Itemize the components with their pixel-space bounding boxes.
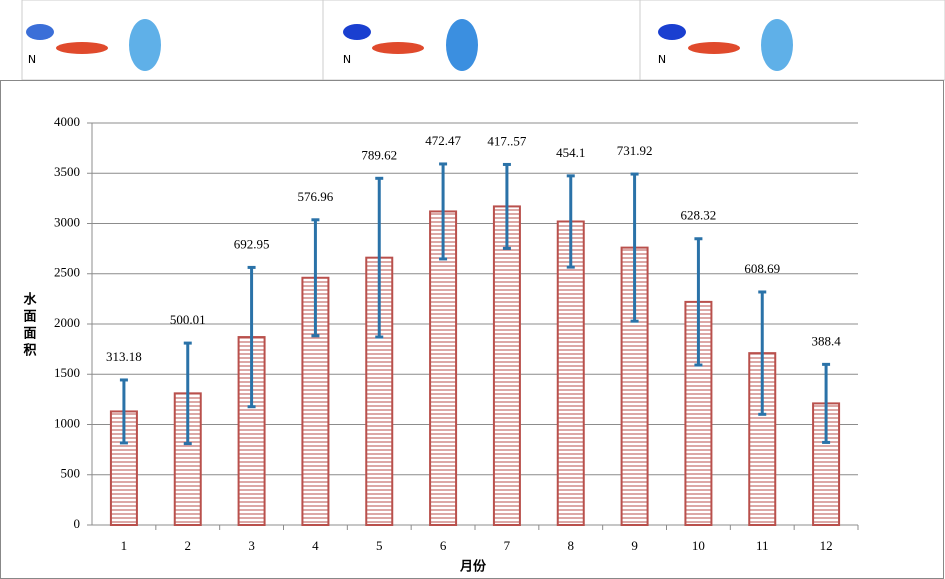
north-label: N bbox=[343, 53, 351, 66]
chart-panel bbox=[1, 81, 944, 579]
error-label: 576.96 bbox=[298, 189, 334, 204]
y-tick-label: 4000 bbox=[54, 114, 80, 129]
error-label: 500.01 bbox=[170, 312, 206, 327]
y-tick-label: 500 bbox=[61, 466, 81, 481]
y-tick-label: 1500 bbox=[54, 365, 80, 380]
y-tick-label: 3500 bbox=[54, 164, 80, 179]
error-label: 628.32 bbox=[681, 208, 717, 223]
chart: N N N 月份 水面面积050010001500200025003000350… bbox=[0, 0, 945, 579]
error-label: 313.18 bbox=[106, 349, 142, 364]
x-tick-label: 3 bbox=[248, 538, 255, 553]
bar bbox=[494, 206, 520, 525]
x-tick-label: 9 bbox=[631, 538, 638, 553]
x-tick-label: 1 bbox=[121, 538, 128, 553]
x-tick-label: 4 bbox=[312, 538, 319, 553]
y-tick-label: 3000 bbox=[54, 214, 80, 229]
error-label: 388.4 bbox=[811, 333, 841, 348]
map-strip: N N N bbox=[22, 0, 945, 80]
error-label: 472.47 bbox=[425, 133, 461, 148]
error-label: 417..57 bbox=[487, 133, 527, 148]
x-axis-title: 月份 bbox=[459, 559, 487, 575]
y-tick-label: 0 bbox=[74, 516, 81, 531]
page: N N N 月份 水面面积050010001500200025003000350… bbox=[0, 0, 945, 579]
y-tick-label: 1000 bbox=[54, 415, 80, 430]
error-label: 789.62 bbox=[361, 147, 397, 162]
x-tick-label: 5 bbox=[376, 538, 383, 553]
y-tick-label: 2500 bbox=[54, 265, 80, 280]
x-tick-label: 7 bbox=[504, 538, 511, 553]
north-label: N bbox=[658, 53, 666, 66]
x-tick-label: 10 bbox=[692, 538, 705, 553]
x-tick-label: 6 bbox=[440, 538, 447, 553]
north-label: N bbox=[28, 53, 36, 66]
x-tick-label: 2 bbox=[185, 538, 192, 553]
error-label: 731.92 bbox=[617, 143, 653, 158]
y-tick-label: 2000 bbox=[54, 315, 80, 330]
x-tick-label: 8 bbox=[568, 538, 575, 553]
x-tick-label: 11 bbox=[756, 538, 769, 553]
error-label: 692.95 bbox=[234, 236, 270, 251]
error-label: 608.69 bbox=[744, 261, 780, 276]
x-tick-label: 12 bbox=[820, 538, 833, 553]
error-label: 454.1 bbox=[556, 145, 585, 160]
